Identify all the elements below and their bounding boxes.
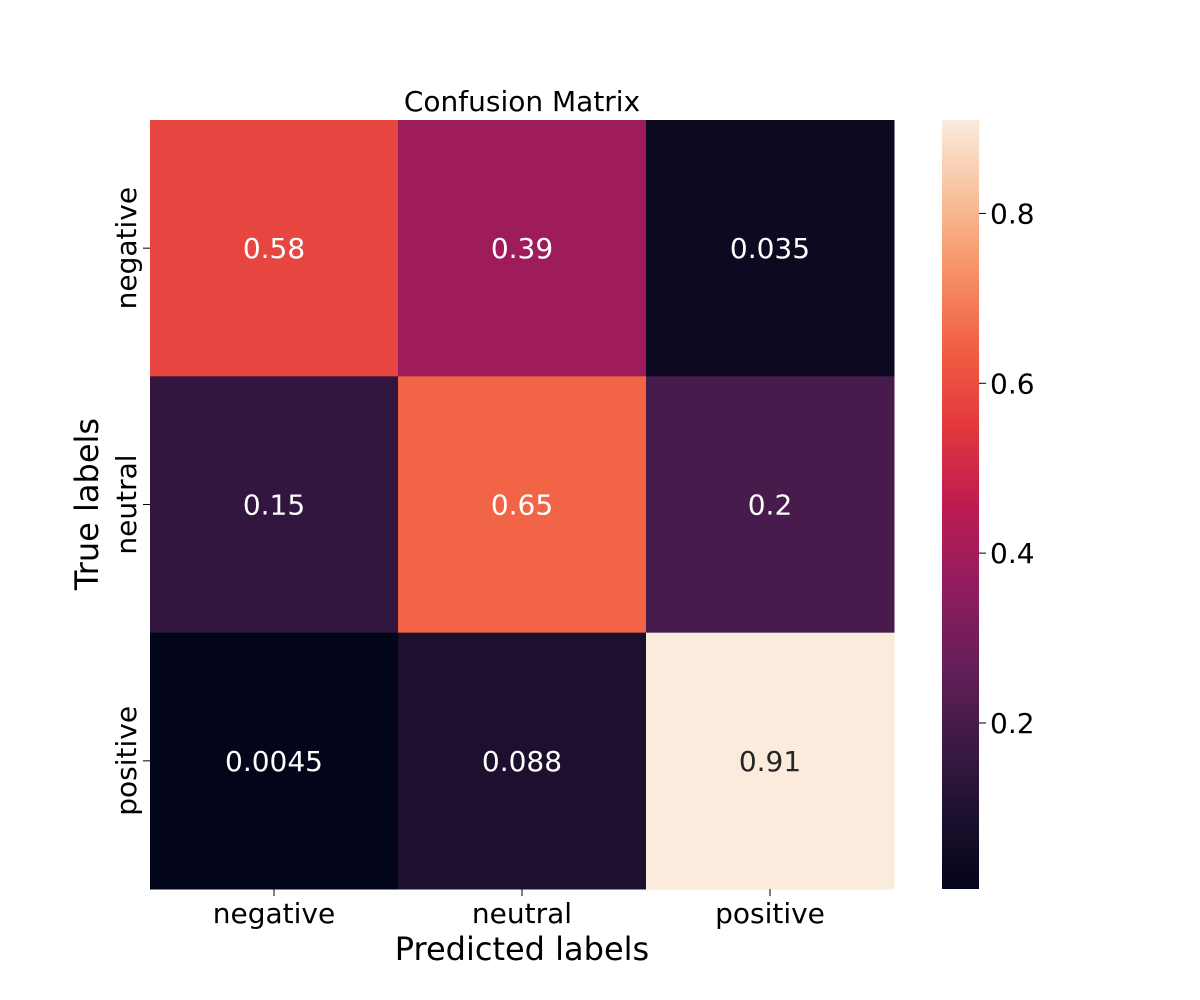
heatmap-cell-positive-negative <box>150 632 399 890</box>
cell-value-label: 0.15 <box>243 489 305 522</box>
cell-value-label: 0.0045 <box>225 745 323 778</box>
cell-value-label: 0.65 <box>491 489 553 522</box>
heatmap-cells <box>150 120 895 890</box>
heatmap-cell-positive-neutral <box>398 632 647 890</box>
colorbar-tick-label: 0.2 <box>990 707 1035 740</box>
cell-value-label: 0.58 <box>243 232 305 265</box>
colorbar-tick-label: 0.4 <box>990 537 1035 570</box>
heatmap-cell-neutral-positive <box>646 376 895 634</box>
colorbar-gradient <box>942 120 979 889</box>
cell-value-label: 0.39 <box>491 232 553 265</box>
x-axis-label: Predicted labels <box>395 930 649 968</box>
x-tick-label: positive <box>715 897 825 930</box>
y-tick-label: neutral <box>110 454 143 554</box>
y-axis: negative neutral positive <box>110 187 150 816</box>
y-tick-label: positive <box>110 706 143 816</box>
heatmap-cell-labels: 0.58 0.39 0.035 0.15 0.65 0.2 0.0045 0.088 0.91 <box>225 232 810 778</box>
x-axis: negative neutral positive <box>213 889 825 930</box>
heatmap-cell-negative-positive <box>646 120 895 377</box>
heatmap-cell-positive-positive <box>646 632 895 890</box>
heatmap-cell-neutral-negative <box>150 376 399 634</box>
y-axis-label: True labels <box>68 418 106 591</box>
x-tick-label: negative <box>213 897 335 930</box>
cell-value-label: 0.2 <box>748 489 793 522</box>
heatmap-cell-neutral-neutral <box>398 376 647 634</box>
colorbar-tick-label: 0.8 <box>990 197 1035 230</box>
chart-title: Confusion Matrix <box>404 85 640 118</box>
cell-value-label: 0.91 <box>739 745 801 778</box>
colorbar-tick-label: 0.6 <box>990 367 1035 400</box>
heatmap-cell-negative-neutral <box>398 120 647 377</box>
heatmap-cell-negative-negative <box>150 120 399 377</box>
cell-value-label: 0.088 <box>482 745 562 778</box>
colorbar <box>942 120 979 889</box>
cell-value-label: 0.035 <box>730 232 810 265</box>
colorbar-ticks: 0.2 0.4 0.6 0.8 <box>979 197 1035 740</box>
y-tick-label: negative <box>110 187 143 309</box>
x-tick-label: neutral <box>472 897 572 930</box>
